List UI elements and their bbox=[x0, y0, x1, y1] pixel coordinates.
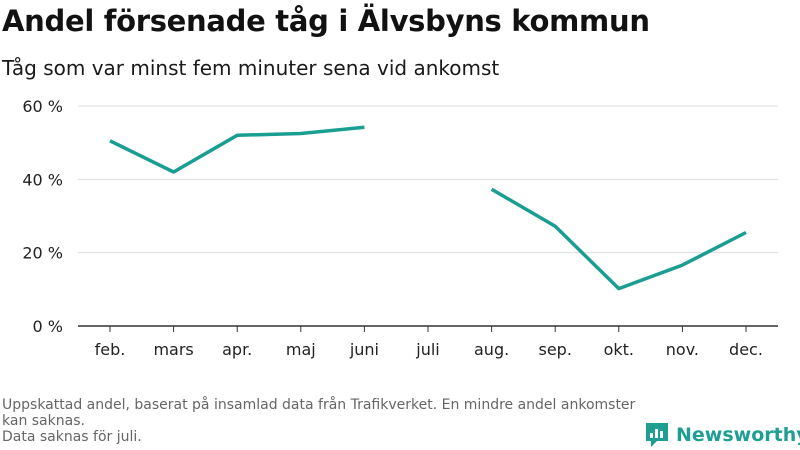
x-tick-label: juni bbox=[349, 340, 379, 359]
chart-title: Andel försenade tåg i Älvsbyns kommun bbox=[2, 4, 650, 38]
chart-subtitle: Tåg som var minst fem minuter sena vid a… bbox=[2, 56, 500, 80]
x-tick-label: juli bbox=[415, 340, 439, 359]
x-axis-ticks: feb. mars apr. maj juni juli aug. sep. okt. nov. d… bbox=[78, 325, 778, 359]
footnote-line-1: Uppskattad andel, baserat på insamlad da… bbox=[2, 397, 636, 429]
y-tick-label: 40 % bbox=[22, 170, 63, 189]
newsworthy-logo-icon bbox=[646, 423, 668, 447]
y-tick-label: 20 % bbox=[22, 244, 63, 263]
series-line-segment bbox=[490, 187, 747, 291]
y-axis-ticks: 0 % 20 % 40 % 60 % bbox=[22, 97, 63, 336]
brand-name: Newsworthy bbox=[676, 424, 800, 446]
x-tick-label: aug. bbox=[474, 340, 509, 359]
series-lines bbox=[109, 125, 747, 291]
x-tick-label: sep. bbox=[538, 340, 571, 359]
x-tick-label: dec. bbox=[729, 340, 763, 359]
footnote-line-2: Data saknas för juli. bbox=[2, 429, 142, 445]
brand-logo: Newsworthy bbox=[644, 420, 800, 450]
x-tick-label: feb. bbox=[95, 340, 126, 359]
x-tick-label: mars bbox=[153, 340, 193, 359]
footnote: Uppskattad andel, baserat på insamlad da… bbox=[2, 397, 642, 445]
y-tick-label: 0 % bbox=[33, 317, 63, 336]
y-tick-label: 60 % bbox=[22, 97, 63, 116]
x-tick-label: maj bbox=[286, 340, 316, 359]
line-chart: 0 % 20 % 40 % 60 % feb. mars apr. maj juni juli a… bbox=[22, 97, 778, 359]
gridlines bbox=[78, 105, 778, 254]
x-tick-label: nov. bbox=[666, 340, 699, 359]
x-tick-label: okt. bbox=[604, 340, 634, 359]
x-tick-label: apr. bbox=[222, 340, 252, 359]
series-line-segment bbox=[109, 125, 365, 174]
